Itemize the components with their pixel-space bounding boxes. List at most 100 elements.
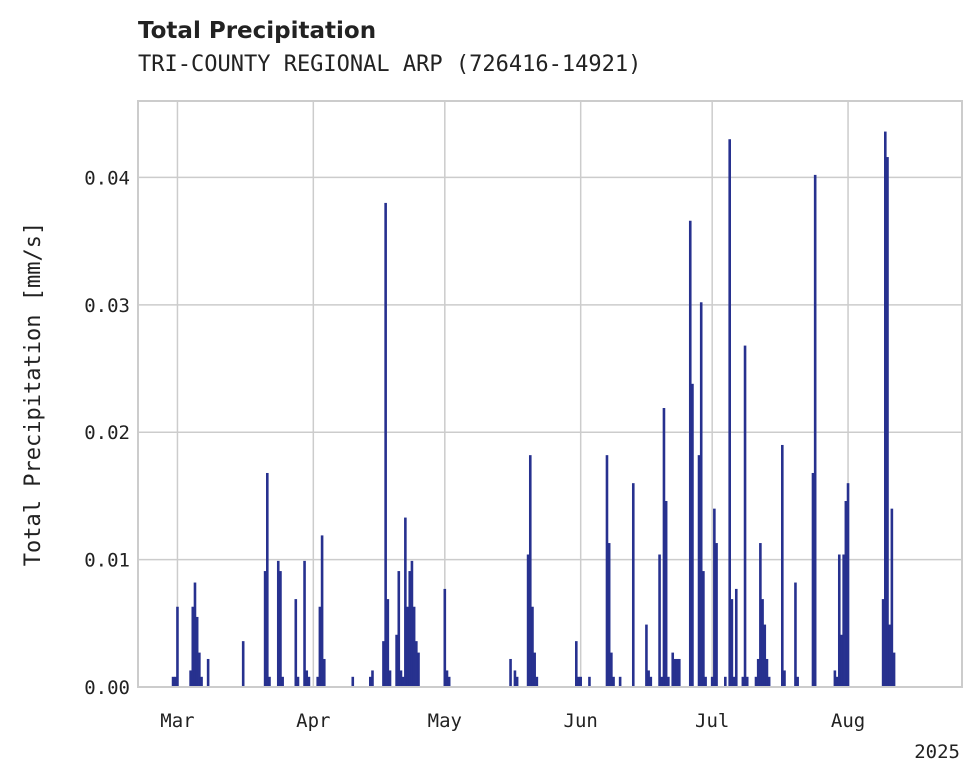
precip-bar — [892, 652, 896, 687]
precip-bar — [415, 641, 418, 687]
precip-bar — [607, 543, 611, 687]
precip-bar — [305, 670, 309, 687]
precip-bar — [191, 606, 195, 687]
precip-bar — [316, 676, 319, 687]
precip-bar — [206, 658, 210, 687]
precip-bar — [796, 676, 799, 687]
precip-bar — [526, 554, 530, 687]
precip-bar — [605, 455, 609, 687]
precip-bar — [704, 676, 707, 687]
chart-subtitle: TRI-COUNTY REGIONAL ARP (726416-14921) — [138, 52, 642, 77]
precip-bar — [382, 641, 385, 687]
y-tick-label: 0.00 — [84, 677, 130, 699]
precip-bar — [195, 616, 199, 687]
precip-bar — [241, 641, 245, 687]
precip-bar — [763, 624, 767, 687]
precip-bar — [266, 472, 269, 687]
precip-bar — [697, 455, 701, 687]
precip-bar — [412, 606, 416, 687]
precip-bar — [765, 658, 769, 687]
precip-bar — [281, 676, 284, 687]
precip-bar — [756, 658, 760, 687]
precip-bar — [171, 676, 175, 687]
precip-bar — [884, 131, 887, 687]
x-tick-labels: Mar Apr May Jun Jul Aug — [160, 710, 865, 732]
precip-bar — [678, 658, 681, 687]
precip-bar — [198, 652, 201, 687]
chart-title: Total Precipitation — [138, 18, 377, 44]
precip-bar — [783, 670, 786, 687]
year-label: 2025 — [914, 741, 960, 763]
precip-bar — [837, 554, 841, 687]
precip-bar — [647, 670, 650, 687]
precip-bar — [276, 560, 280, 687]
precip-bar — [307, 676, 311, 687]
precip-bar — [730, 599, 734, 687]
x-tick-label: Aug — [831, 710, 865, 732]
precip-bar — [662, 408, 666, 687]
precip-bar — [408, 571, 412, 687]
precip-bar — [610, 652, 613, 687]
precip-bar — [833, 670, 837, 687]
y-tick-label: 0.03 — [84, 295, 130, 317]
precip-bar — [671, 652, 675, 687]
precip-bar — [702, 571, 705, 687]
y-tick-label: 0.04 — [84, 167, 130, 189]
precip-bar — [410, 560, 414, 687]
precip-bar — [294, 599, 298, 687]
precip-bar — [397, 571, 401, 687]
precip-bar — [813, 174, 817, 687]
precip-bar — [401, 676, 405, 687]
precip-bar — [417, 652, 420, 687]
precip-bar — [535, 676, 539, 687]
precip-bar — [268, 676, 271, 687]
precip-bar — [660, 676, 664, 687]
precip-bar — [279, 571, 282, 687]
precip-bar — [173, 676, 177, 687]
bars — [171, 131, 896, 688]
y-axis-label: Total Precipitation [mm/s] — [21, 222, 46, 566]
precip-bar — [399, 670, 403, 687]
precip-bar — [658, 554, 661, 687]
precip-bar — [888, 624, 891, 687]
precip-bar — [322, 658, 326, 687]
precip-bar — [691, 383, 694, 687]
precip-bar — [732, 676, 736, 687]
precip-bar — [263, 571, 267, 687]
plot-frame — [137, 100, 963, 688]
x-tick-label: Jul — [695, 710, 729, 732]
precip-bar — [667, 676, 670, 687]
precip-bar — [664, 501, 668, 687]
precip-bar — [728, 139, 731, 688]
precip-bar — [303, 560, 306, 687]
precip-bar — [588, 676, 591, 687]
precip-bar — [577, 676, 580, 687]
precip-bar — [318, 606, 322, 687]
precip-bar — [844, 501, 848, 687]
precip-bar — [846, 483, 850, 687]
precip-bar — [406, 606, 409, 687]
precip-bar — [443, 588, 447, 687]
precip-bar — [612, 676, 615, 687]
precip-bar — [176, 606, 179, 687]
x-tick-label: Mar — [160, 710, 194, 732]
precip-bar — [575, 641, 578, 687]
precip-bar — [369, 676, 372, 687]
precip-bar — [840, 634, 843, 687]
precip-bar — [715, 543, 718, 687]
precip-bar — [618, 676, 622, 687]
precip-bar — [881, 599, 885, 687]
precip-bar — [388, 670, 392, 687]
y-tick-label: 0.01 — [84, 550, 130, 572]
precip-bar — [649, 676, 653, 687]
precip-bar — [371, 670, 374, 687]
precip-bar — [193, 582, 197, 687]
y-tick-label: 0.02 — [84, 422, 130, 444]
y-tick-labels: 0.00 0.01 0.02 0.03 0.04 — [84, 167, 130, 699]
x-tick-label: Jun — [564, 710, 598, 732]
precip-bar — [688, 220, 692, 687]
precip-bar — [761, 599, 764, 687]
precip-bar — [759, 543, 762, 687]
precip-bar — [811, 472, 815, 687]
precip-bar — [754, 676, 758, 687]
